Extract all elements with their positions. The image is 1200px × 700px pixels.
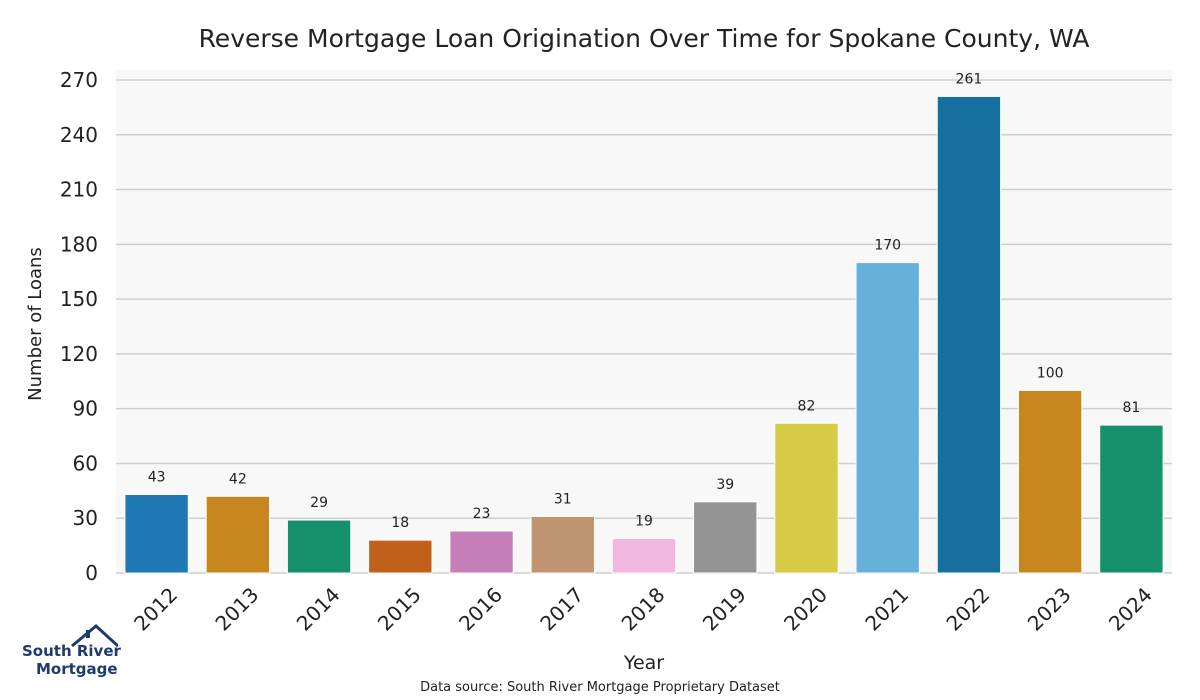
x-tick-labels: 2012 2013 2014 2015 2016 2017 2018 2019 2020 2021… — [129, 583, 1157, 636]
y-tick-label: 30 — [73, 506, 98, 530]
x-tick-label-2017: 2017 — [535, 583, 588, 636]
logo-line-2: Mortgage — [36, 660, 118, 678]
company-logo — [18, 620, 118, 680]
x-tick-label-2012: 2012 — [129, 583, 182, 636]
data-label-2023: 100 — [1037, 365, 1064, 381]
x-tick-label-2022: 2022 — [941, 583, 994, 636]
y-tick-label: 90 — [73, 397, 98, 421]
data-label-2016: 23 — [473, 506, 491, 522]
y-tick-label: 60 — [73, 451, 98, 475]
data-label-2020: 82 — [798, 398, 816, 414]
data-label-2014: 29 — [310, 495, 328, 511]
bar-2015 — [368, 539, 433, 574]
bar-2024 — [1099, 424, 1164, 574]
data-labels: 43 42 29 18 23 31 19 39 82 170 261 100 81 — [148, 71, 1141, 531]
bars — [124, 95, 1164, 574]
y-tick-labels: 0 30 60 90 120 150 180 210 240 270 — [60, 68, 98, 585]
bar-2016 — [449, 530, 514, 574]
y-tick-label: 240 — [60, 123, 98, 147]
data-label-2012: 43 — [148, 469, 166, 485]
x-tick-label-2016: 2016 — [454, 583, 507, 636]
house-roof-icon — [71, 624, 118, 648]
data-label-2019: 39 — [716, 477, 734, 493]
y-axis-label: Number of Loans — [25, 247, 46, 401]
bar-2014 — [286, 519, 352, 574]
logo-line-1: South River — [22, 642, 121, 660]
x-tick-label-2023: 2023 — [1023, 583, 1076, 636]
gridlines — [116, 79, 1172, 574]
data-label-2018: 19 — [635, 513, 653, 529]
bar-2021 — [855, 262, 920, 574]
bar-2018 — [611, 537, 677, 574]
y-tick-label: 120 — [60, 342, 98, 366]
y-tick-label: 180 — [60, 232, 98, 256]
bar-2022 — [936, 95, 1002, 574]
x-tick-label-2014: 2014 — [292, 583, 345, 636]
x-tick-label-2021: 2021 — [860, 583, 913, 636]
y-tick-label: 150 — [60, 287, 98, 311]
chart-title: Reverse Mortgage Loan Origination Over T… — [199, 24, 1090, 53]
x-tick-label-2019: 2019 — [698, 583, 751, 636]
x-tick-label-2013: 2013 — [210, 583, 263, 636]
bar-2017 — [530, 515, 595, 574]
y-tick-label: 270 — [60, 68, 98, 92]
bar-2023 — [1017, 389, 1083, 574]
y-tick-label: 210 — [60, 178, 98, 202]
data-label-2022: 261 — [956, 71, 983, 87]
data-label-2013: 42 — [229, 471, 247, 487]
y-tick-label: 0 — [85, 561, 98, 585]
data-label-2017: 31 — [554, 491, 572, 507]
bar-2013 — [205, 495, 271, 574]
x-axis-label: Year — [623, 652, 664, 674]
data-label-2015: 18 — [391, 515, 409, 531]
bar-2012 — [124, 493, 189, 574]
bar-2020 — [774, 422, 839, 574]
data-label-2021: 170 — [874, 238, 901, 254]
data-source-note: Data source: South River Mortgage Propri… — [420, 680, 780, 695]
data-label-2024: 81 — [1122, 400, 1140, 416]
x-tick-label-2024: 2024 — [1104, 583, 1157, 636]
plot-background — [116, 70, 1172, 573]
bar-2019 — [693, 501, 758, 574]
x-tick-label-2018: 2018 — [617, 583, 670, 636]
x-tick-label-2015: 2015 — [373, 583, 426, 636]
x-tick-label-2020: 2020 — [779, 583, 832, 636]
